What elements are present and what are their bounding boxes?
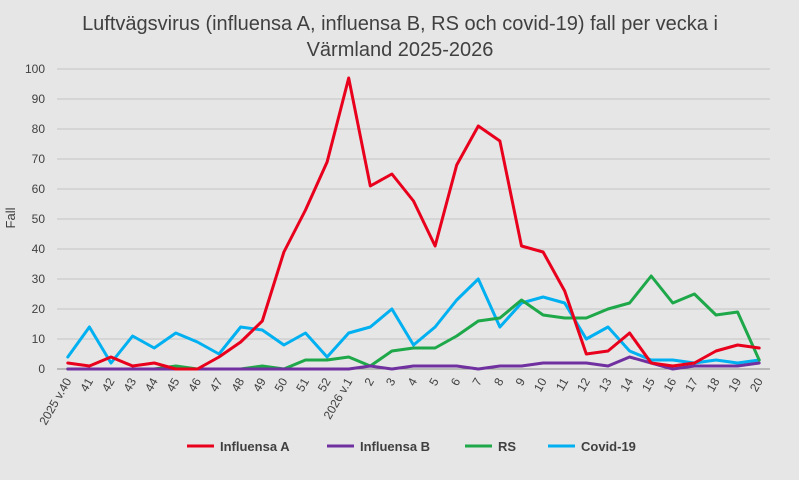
y-tick-label: 40	[32, 242, 46, 256]
x-tick-label: 11	[553, 375, 572, 393]
x-tick-label: 18	[704, 375, 723, 394]
x-tick-label: 44	[142, 375, 161, 394]
x-tick-label: 10	[531, 375, 550, 394]
y-tick-label: 20	[32, 302, 46, 316]
x-tick-label: 48	[228, 375, 247, 394]
chart-title-line-1: Luftvägsvirus (influensa A, influensa B,…	[82, 13, 718, 35]
x-tick-label: 50	[272, 375, 291, 394]
series-line-rs	[66, 274, 761, 371]
legend-label-rs: RS	[498, 439, 516, 454]
chart-title-line-2: Värmland 2025-2026	[307, 39, 494, 61]
x-tick-label: 16	[661, 375, 680, 394]
legend: Influensa A Influensa B RS Covid-19	[187, 439, 636, 454]
x-tick-label: 15	[639, 375, 658, 394]
x-tick-label: 3	[383, 375, 399, 388]
series-line-covid-19	[66, 277, 761, 365]
x-tick-label: 9	[513, 375, 529, 388]
x-tick-label: 12	[574, 375, 593, 394]
gridlines	[57, 68, 770, 370]
legend-label-covid-19: Covid-19	[581, 439, 636, 454]
x-tick-label: 7	[469, 375, 485, 388]
y-tick-label: 70	[32, 152, 46, 166]
y-tick-label: 10	[32, 332, 46, 346]
y-tick-labels: 0 10 20 30 40 50 60 70 80 90 100	[25, 62, 45, 376]
x-tick-label: 47	[207, 375, 226, 394]
x-tick-label: 8	[491, 375, 507, 388]
x-tick-label: 41	[77, 375, 96, 394]
y-tick-label: 100	[25, 62, 45, 76]
y-tick-label: 90	[32, 92, 46, 106]
x-tick-label: 17	[682, 375, 701, 394]
x-tick-label: 5	[426, 375, 442, 388]
x-tick-label: 51	[293, 375, 312, 394]
x-tick-label: 45	[164, 375, 183, 394]
x-tick-label: 42	[99, 375, 118, 394]
x-tick-label: 52	[315, 375, 334, 394]
series-line-influensa-a	[66, 76, 761, 371]
legend-label-influensa-b: Influensa B	[360, 439, 430, 454]
series-lines	[66, 76, 761, 371]
x-tick-label: 2	[361, 375, 377, 388]
x-tick-label: 49	[250, 375, 269, 394]
y-tick-label: 80	[32, 122, 46, 136]
x-tick-label: 19	[725, 375, 744, 394]
x-tick-label: 13	[596, 375, 615, 394]
y-tick-label: 60	[32, 182, 46, 196]
x-tick-label: 6	[448, 375, 464, 388]
y-tick-label: 0	[38, 362, 45, 376]
x-tick-label: 4	[405, 375, 421, 388]
y-tick-label: 50	[32, 212, 46, 226]
x-tick-label: 2025 v.40	[36, 375, 74, 427]
x-tick-label: 20	[747, 375, 766, 394]
x-tick-label: 43	[120, 375, 139, 394]
y-axis-title: Fall	[3, 207, 18, 228]
y-tick-label: 30	[32, 272, 46, 286]
legend-label-influensa-a: Influensa A	[220, 439, 290, 454]
x-tick-label: 46	[185, 375, 204, 394]
x-tick-label: 14	[617, 375, 636, 394]
